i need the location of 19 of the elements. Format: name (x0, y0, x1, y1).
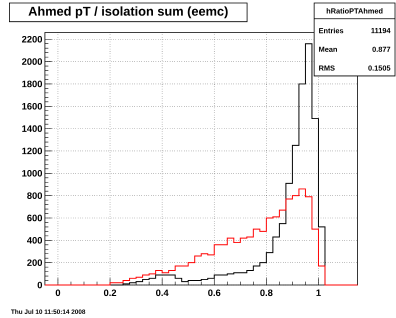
y-tick-label: 2000 (22, 58, 42, 66)
chart-title: Ahmed pT / isolation sum (eemc) (28, 6, 228, 18)
y-tick-label: 1600 (22, 103, 42, 110)
y-tick-label: 1400 (22, 126, 42, 132)
y-tick-label: 1000 (22, 170, 42, 177)
y-tick-label: 1200 (22, 148, 42, 154)
x-tick-label: 0.8 (260, 290, 273, 296)
y-tick-label: 800 (27, 192, 42, 200)
x-tick-label: 0.6 (208, 290, 220, 296)
y-tick-label: 400 (26, 237, 42, 244)
y-tick-label: 1800 (22, 80, 42, 88)
y-tick-label: 0 (38, 282, 42, 289)
y-tick-label: 200 (27, 260, 42, 266)
x-tick-label: 0 (56, 290, 60, 296)
y-tick-label: 2200 (22, 36, 42, 43)
x-tick-label: 0.2 (104, 290, 116, 296)
x-tick-label: 1 (316, 290, 321, 296)
y-tick-label: 600 (27, 214, 42, 222)
x-tick-label: 0.4 (156, 290, 169, 296)
